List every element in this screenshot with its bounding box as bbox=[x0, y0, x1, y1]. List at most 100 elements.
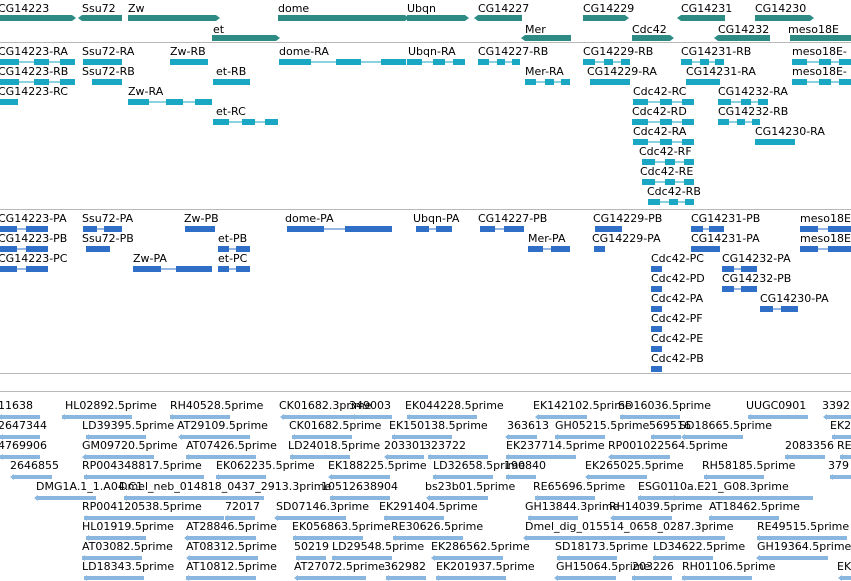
transcript-exon[interactable] bbox=[34, 79, 49, 85]
protein-transcript-label[interactable]: dome-PA bbox=[285, 212, 334, 225]
transcript-exon[interactable] bbox=[660, 139, 672, 145]
transcript-exon[interactable] bbox=[685, 199, 694, 205]
protein-transcript-label[interactable]: meso18E bbox=[800, 232, 851, 245]
est-label[interactable]: EK150138.5prime bbox=[389, 419, 488, 432]
transcript-exon[interactable] bbox=[819, 59, 831, 65]
est-alignment-bar[interactable] bbox=[709, 516, 779, 520]
est-label[interactable]: RE30626.5prime bbox=[391, 520, 484, 533]
est-alignment-bar[interactable] bbox=[384, 516, 444, 520]
est-label[interactable]: AT03082.5prime bbox=[82, 540, 173, 553]
transcript-exon[interactable] bbox=[279, 59, 311, 65]
gene-label[interactable]: et bbox=[213, 23, 225, 36]
est-alignment-bar[interactable] bbox=[704, 475, 764, 479]
est-alignment-bar[interactable] bbox=[36, 496, 96, 500]
transcript-exon[interactable] bbox=[682, 119, 694, 125]
transcript-exon[interactable] bbox=[737, 119, 745, 125]
transcript-exon[interactable] bbox=[715, 59, 724, 65]
est-label[interactable]: 203301 bbox=[384, 439, 426, 452]
transcript-exon[interactable] bbox=[642, 179, 655, 185]
est-alignment-bar[interactable] bbox=[537, 415, 587, 419]
transcript-exon[interactable] bbox=[660, 99, 672, 105]
est-label[interactable]: AT27072.5prime bbox=[294, 560, 385, 573]
est-alignment-bar[interactable] bbox=[332, 556, 392, 560]
gene-label[interactable]: CG14230 bbox=[755, 2, 807, 15]
rna-transcript-label[interactable]: CG14223-RC bbox=[0, 85, 68, 98]
transcript-exon[interactable] bbox=[170, 59, 208, 65]
est-label[interactable]: 363613 bbox=[507, 419, 549, 432]
est-alignment-bar[interactable] bbox=[386, 576, 426, 580]
transcript-exon[interactable] bbox=[660, 119, 672, 125]
est-label[interactable]: CK01682.3prime bbox=[279, 399, 372, 412]
transcript-exon[interactable] bbox=[26, 266, 48, 272]
transcript-exon[interactable] bbox=[700, 59, 709, 65]
transcript-exon[interactable] bbox=[590, 79, 630, 85]
rna-transcript-label[interactable]: meso18E- bbox=[792, 45, 847, 58]
transcript-exon[interactable] bbox=[0, 59, 19, 65]
est-alignment-bar[interactable] bbox=[830, 475, 851, 479]
est-alignment-bar[interactable] bbox=[170, 415, 230, 419]
est-alignment-bar[interactable] bbox=[587, 475, 647, 479]
gene-bar[interactable] bbox=[0, 15, 72, 21]
rna-transcript-label[interactable]: Cdc42-RD bbox=[632, 105, 687, 118]
est-alignment-bar[interactable] bbox=[188, 556, 258, 560]
est-label[interactable]: RH40528.5prime bbox=[170, 399, 264, 412]
transcript-exon[interactable] bbox=[722, 266, 734, 272]
transcript-exon[interactable] bbox=[651, 286, 662, 292]
rna-transcript-label[interactable]: Mer-RA bbox=[525, 65, 564, 78]
transcript-exon[interactable] bbox=[236, 266, 250, 272]
est-alignment-bar[interactable] bbox=[785, 455, 825, 459]
protein-transcript-label[interactable]: CG14223-PB bbox=[0, 232, 68, 245]
transcript-exon[interactable] bbox=[218, 266, 229, 272]
transcript-exon[interactable] bbox=[478, 59, 489, 65]
est-alignment-bar[interactable] bbox=[683, 435, 743, 439]
est-alignment-bar[interactable] bbox=[433, 556, 503, 560]
transcript-exon[interactable] bbox=[218, 246, 229, 252]
protein-transcript-label[interactable]: Cdc42-PA bbox=[651, 292, 704, 305]
gene-label[interactable]: dome bbox=[278, 2, 310, 15]
protein-transcript-label[interactable]: Cdc42-PE bbox=[651, 332, 704, 345]
gene-bar[interactable] bbox=[525, 35, 571, 41]
gene-bar[interactable] bbox=[278, 15, 405, 21]
gene-bar[interactable] bbox=[128, 15, 216, 21]
gene-bar[interactable] bbox=[755, 15, 810, 21]
transcript-exon[interactable] bbox=[0, 226, 17, 232]
transcript-exon[interactable] bbox=[497, 59, 505, 65]
est-alignment-bar[interactable] bbox=[840, 576, 851, 580]
est-alignment-bar[interactable] bbox=[612, 516, 672, 520]
transcript-exon[interactable] bbox=[665, 179, 675, 185]
transcript-exon[interactable] bbox=[718, 119, 729, 125]
protein-transcript-label[interactable]: CG14231-PB bbox=[691, 212, 761, 225]
est-label[interactable]: 11638 bbox=[0, 399, 33, 412]
gene-label[interactable]: CG14229 bbox=[583, 2, 635, 15]
est-alignment-bar[interactable] bbox=[290, 455, 350, 459]
est-label[interactable]: EK201937.5prime bbox=[436, 560, 535, 573]
protein-transcript-label[interactable]: CG14232-PA bbox=[722, 252, 791, 265]
transcript-exon[interactable] bbox=[407, 59, 422, 65]
transcript-exon[interactable] bbox=[718, 99, 731, 105]
est-label[interactable]: LD34622.5prime bbox=[653, 540, 746, 553]
est-alignment-bar[interactable] bbox=[610, 455, 670, 459]
transcript-exon[interactable] bbox=[839, 79, 851, 85]
est-label[interactable]: 2646855 bbox=[10, 459, 59, 472]
est-alignment-bar[interactable] bbox=[330, 475, 390, 479]
transcript-exon[interactable] bbox=[551, 246, 570, 252]
rna-transcript-label[interactable]: Cdc42-RF bbox=[639, 145, 692, 158]
est-alignment-bar[interactable] bbox=[386, 455, 424, 459]
gene-label[interactable]: CG14227 bbox=[478, 2, 530, 15]
gene-bar[interactable] bbox=[407, 15, 465, 21]
protein-transcript-label[interactable]: et-PB bbox=[218, 232, 248, 245]
est-label[interactable]: EK062235.5prime bbox=[216, 459, 315, 472]
est-alignment-bar[interactable] bbox=[84, 576, 144, 580]
est-alignment-bar[interactable] bbox=[180, 435, 250, 439]
est-label[interactable]: AT18462.5prime bbox=[709, 500, 800, 513]
est-label[interactable]: 379 bbox=[828, 459, 849, 472]
transcript-exon[interactable] bbox=[0, 246, 17, 252]
est-label[interactable]: 72017 bbox=[225, 500, 260, 513]
transcript-exon[interactable] bbox=[633, 99, 648, 105]
est-alignment-bar[interactable] bbox=[506, 455, 576, 459]
est-label[interactable]: GH15064.5prime bbox=[556, 560, 651, 573]
est-alignment-bar[interactable] bbox=[555, 435, 605, 439]
transcript-exon[interactable] bbox=[26, 246, 48, 252]
transcript-exon[interactable] bbox=[83, 59, 122, 65]
est-alignment-bar[interactable] bbox=[428, 496, 488, 500]
